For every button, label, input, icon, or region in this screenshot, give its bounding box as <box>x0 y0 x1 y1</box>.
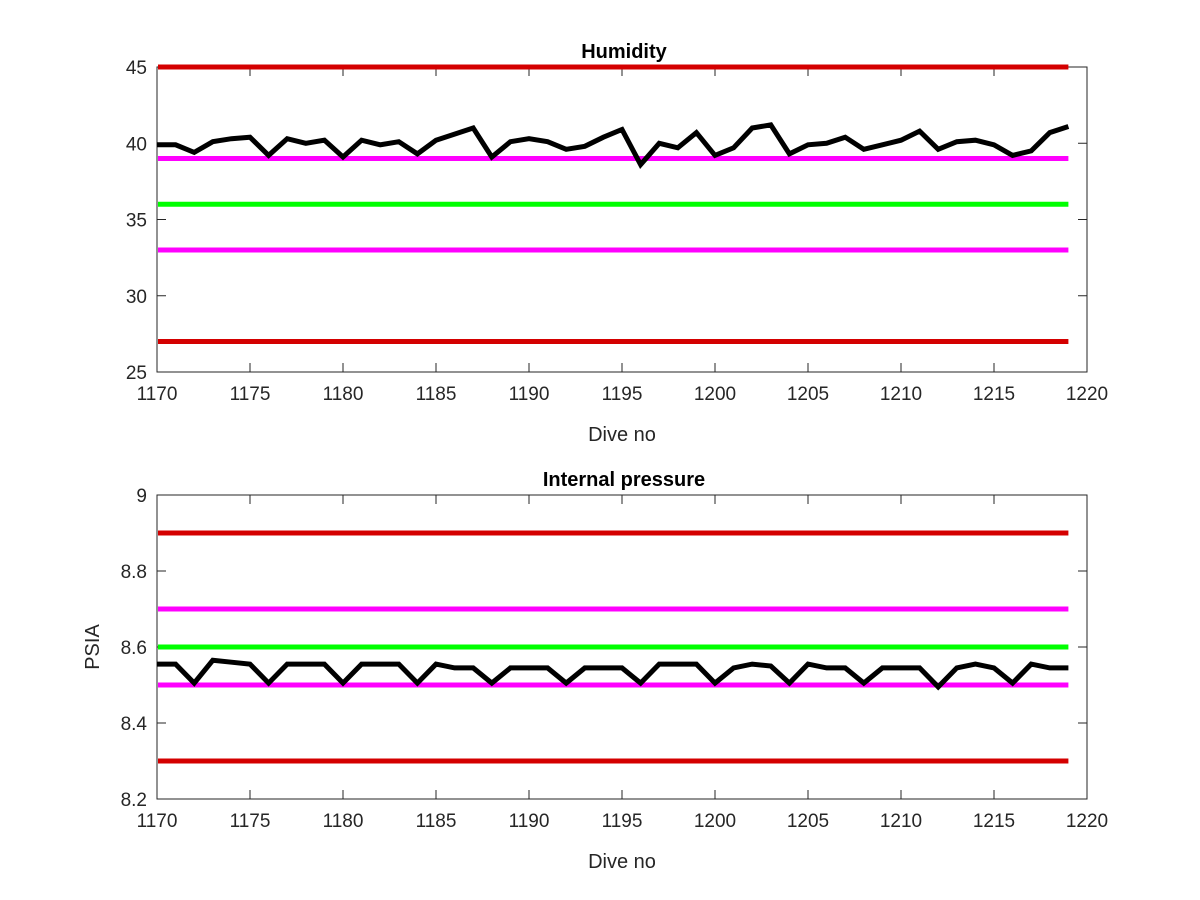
series-line <box>157 657 1069 691</box>
y-tick-label: 35 <box>126 211 147 232</box>
x-tick-label: 1185 <box>416 384 457 405</box>
x-axis-label: Dive no <box>588 851 656 873</box>
x-tick-label: 1200 <box>694 811 736 832</box>
x-tick-label: 1220 <box>1066 384 1108 405</box>
x-tick-label: 1175 <box>230 811 271 832</box>
x-tick-label: 1185 <box>416 811 457 832</box>
y-tick-label: 25 <box>126 363 147 384</box>
y-tick-label: 45 <box>126 58 147 79</box>
x-tick-label: 1180 <box>323 811 364 832</box>
y-tick-label: 8.2 <box>121 790 147 811</box>
x-tick-label: 1220 <box>1066 811 1108 832</box>
x-tick-label: 1175 <box>230 384 271 405</box>
y-tick-label: 9 <box>136 486 147 507</box>
x-tick-label: 1190 <box>509 811 550 832</box>
x-tick-label: 1205 <box>787 384 829 405</box>
x-tick-label: 1215 <box>973 811 1015 832</box>
chart-title: Humidity <box>581 41 667 63</box>
x-tick-label: 1190 <box>509 384 550 405</box>
humidity-panel: 1170 1175 1180 1185 1190 1195 1200 1205 1210 1215… <box>126 41 1108 446</box>
plot-area <box>156 66 1088 373</box>
x-tick-label: 1170 <box>137 811 178 832</box>
y-tick-label: 8.4 <box>121 714 148 735</box>
x-tick-label: 1210 <box>880 384 922 405</box>
x-tick-label: 1195 <box>602 384 643 405</box>
y-tick-label: 40 <box>126 134 147 155</box>
x-tick-label: 1195 <box>602 811 643 832</box>
x-tick-label: 1215 <box>973 384 1015 405</box>
y-tick-label: 8.6 <box>121 638 147 659</box>
chart-title: Internal pressure <box>543 469 705 491</box>
x-tick-label: 1180 <box>323 384 364 405</box>
y-axis-label: PSIA <box>82 624 104 670</box>
x-tick-label: 1170 <box>137 384 178 405</box>
y-tick-label: 8.8 <box>121 562 147 583</box>
x-tick-label: 1200 <box>694 384 736 405</box>
y-tick-label: 30 <box>126 287 147 308</box>
series-line <box>157 122 1070 169</box>
internal-pressure-panel: 1170 1175 1180 1185 1190 1195 1200 1205 1210 1215… <box>82 469 1108 873</box>
x-axis-label: Dive no <box>588 424 656 446</box>
x-tick-label: 1205 <box>787 811 829 832</box>
x-tick-label: 1210 <box>880 811 922 832</box>
